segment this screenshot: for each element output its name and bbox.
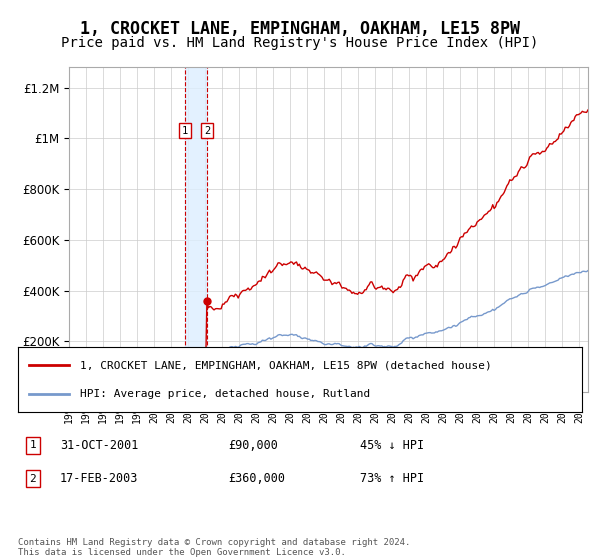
Text: Price paid vs. HM Land Registry's House Price Index (HPI): Price paid vs. HM Land Registry's House … — [61, 36, 539, 50]
Text: 17-FEB-2003: 17-FEB-2003 — [60, 472, 139, 486]
Text: 1, CROCKET LANE, EMPINGHAM, OAKHAM, LE15 8PW (detached house): 1, CROCKET LANE, EMPINGHAM, OAKHAM, LE15… — [80, 360, 492, 370]
Text: 45% ↓ HPI: 45% ↓ HPI — [360, 438, 424, 452]
Text: HPI: Average price, detached house, Rutland: HPI: Average price, detached house, Rutl… — [80, 389, 370, 399]
Text: 2: 2 — [29, 474, 37, 484]
Text: £90,000: £90,000 — [228, 438, 278, 452]
Text: 1: 1 — [182, 125, 188, 136]
Text: 1, CROCKET LANE, EMPINGHAM, OAKHAM, LE15 8PW: 1, CROCKET LANE, EMPINGHAM, OAKHAM, LE15… — [80, 20, 520, 38]
Text: Contains HM Land Registry data © Crown copyright and database right 2024.
This d: Contains HM Land Registry data © Crown c… — [18, 538, 410, 557]
Text: 31-OCT-2001: 31-OCT-2001 — [60, 438, 139, 452]
Text: 2: 2 — [204, 125, 210, 136]
Text: £360,000: £360,000 — [228, 472, 285, 486]
Text: 73% ↑ HPI: 73% ↑ HPI — [360, 472, 424, 486]
Text: 1: 1 — [29, 440, 37, 450]
Bar — [185, 67, 207, 392]
